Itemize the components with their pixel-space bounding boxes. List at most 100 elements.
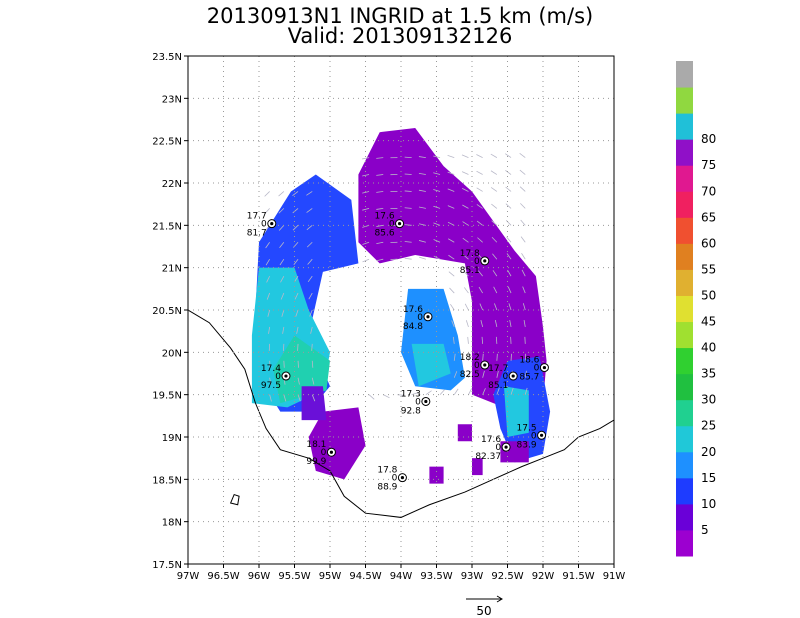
- observation-label: 17.6: [481, 435, 501, 445]
- wind-vector: [492, 270, 498, 277]
- wind-vector: [297, 394, 301, 402]
- wind-vector: [492, 253, 498, 260]
- wind-vector: [311, 377, 315, 385]
- wind-vector: [478, 270, 483, 277]
- colorbar-swatch: [676, 347, 693, 375]
- shade-region: [472, 458, 483, 476]
- wind-vector: [482, 388, 486, 395]
- y-tick-label: 23N: [162, 94, 182, 105]
- wind-vector: [376, 191, 384, 193]
- wind-vector: [311, 360, 314, 368]
- observation-marker-dot: [483, 259, 487, 263]
- colorbar-swatch: [676, 477, 693, 505]
- wind-vector: [491, 236, 498, 243]
- observation-label: 0: [474, 257, 480, 267]
- observation-marker-dot: [400, 476, 405, 480]
- observation-label: 85.6: [375, 229, 395, 239]
- wind-vector: [493, 286, 498, 294]
- x-tick-label: 95.5W: [278, 571, 310, 582]
- wind-vector: [468, 353, 470, 361]
- colorbar: 5 10 15 20 25 30 35 40 45 50 55 60 65 70 75 80: [676, 61, 716, 557]
- wind-vector: [376, 157, 384, 159]
- wind-vector: [510, 387, 514, 395]
- reference-vector: 50: [466, 595, 503, 618]
- wind-vector: [376, 208, 384, 210]
- wind-vector: [521, 269, 526, 277]
- wind-vector: [447, 155, 455, 158]
- x-tick-label: 91W: [603, 571, 626, 582]
- wind-vector: [306, 225, 313, 231]
- wind-vector: [447, 205, 455, 209]
- wind-vector: [306, 191, 313, 196]
- wind-vector: [362, 241, 370, 245]
- x-tick-label: 96W: [248, 571, 271, 582]
- shade-region: [429, 466, 444, 484]
- observation-label: 0: [321, 448, 327, 458]
- wind-vector: [524, 370, 527, 378]
- wind-vector: [265, 258, 270, 266]
- wind-vector: [477, 237, 483, 243]
- observation-label: 0: [534, 364, 540, 374]
- wind-vector: [447, 238, 455, 243]
- wind-vector: [522, 303, 526, 311]
- observation-marker-dot: [424, 399, 428, 404]
- wind-vector: [425, 390, 432, 395]
- colorbar-swatch: [676, 87, 693, 114]
- wind-vector: [451, 320, 455, 328]
- wind-vector: [447, 171, 455, 175]
- colorbar-swatch: [676, 113, 693, 140]
- wind-vector: [433, 172, 441, 175]
- colorbar-label: 5: [701, 523, 709, 537]
- y-tick-label: 20N: [162, 348, 182, 359]
- wind-vector: [383, 394, 390, 399]
- observation-label: 85.1: [460, 266, 480, 276]
- wind-vector: [524, 387, 528, 395]
- wind-vector: [376, 224, 384, 227]
- wind-vector: [295, 309, 299, 317]
- shade-region: [301, 386, 327, 421]
- wind-vector: [311, 343, 313, 351]
- wind-speed-shading: [251, 127, 551, 484]
- wind-vector: [519, 153, 526, 158]
- observation-label: 17.6: [403, 305, 423, 315]
- colorbar-label: 50: [701, 288, 716, 302]
- wind-vector: [463, 270, 469, 277]
- y-tick-label: 20.5N: [152, 306, 182, 317]
- wind-vector: [264, 208, 270, 214]
- wind-vector: [479, 303, 484, 311]
- wind-vector: [490, 187, 498, 192]
- observation-label: 85.7: [519, 373, 539, 383]
- x-tick-label: 92.5W: [491, 571, 523, 582]
- colorbar-swatch: [676, 451, 693, 479]
- x-tick-label: 91.5W: [562, 571, 594, 582]
- wind-vector: [450, 303, 455, 311]
- wind-vector: [433, 239, 441, 243]
- wind-vector: [418, 172, 426, 175]
- wind-vector: [292, 208, 299, 214]
- wind-vector: [506, 253, 512, 260]
- wind-vector: [418, 156, 426, 158]
- observation-marker-dot: [426, 315, 430, 319]
- wind-vector: [376, 241, 384, 244]
- wind-vector: [278, 225, 285, 231]
- x-tick-label: 93.5W: [420, 571, 452, 582]
- wind-vector: [279, 258, 285, 266]
- colorbar-swatch: [676, 269, 693, 296]
- wind-vector: [462, 204, 469, 209]
- wind-vector: [467, 336, 469, 344]
- colorbar-label: 35: [701, 367, 716, 381]
- wind-vector: [447, 188, 455, 192]
- observation-label: 0: [531, 431, 537, 441]
- reference-arrow-head: [496, 595, 503, 603]
- colorbar-label: 10: [701, 497, 716, 511]
- colorbar-swatch: [676, 321, 693, 349]
- observation-marker-dot: [539, 433, 544, 437]
- wind-vector: [404, 241, 412, 243]
- wind-vector: [468, 388, 473, 395]
- colorbar-label: 40: [701, 341, 716, 355]
